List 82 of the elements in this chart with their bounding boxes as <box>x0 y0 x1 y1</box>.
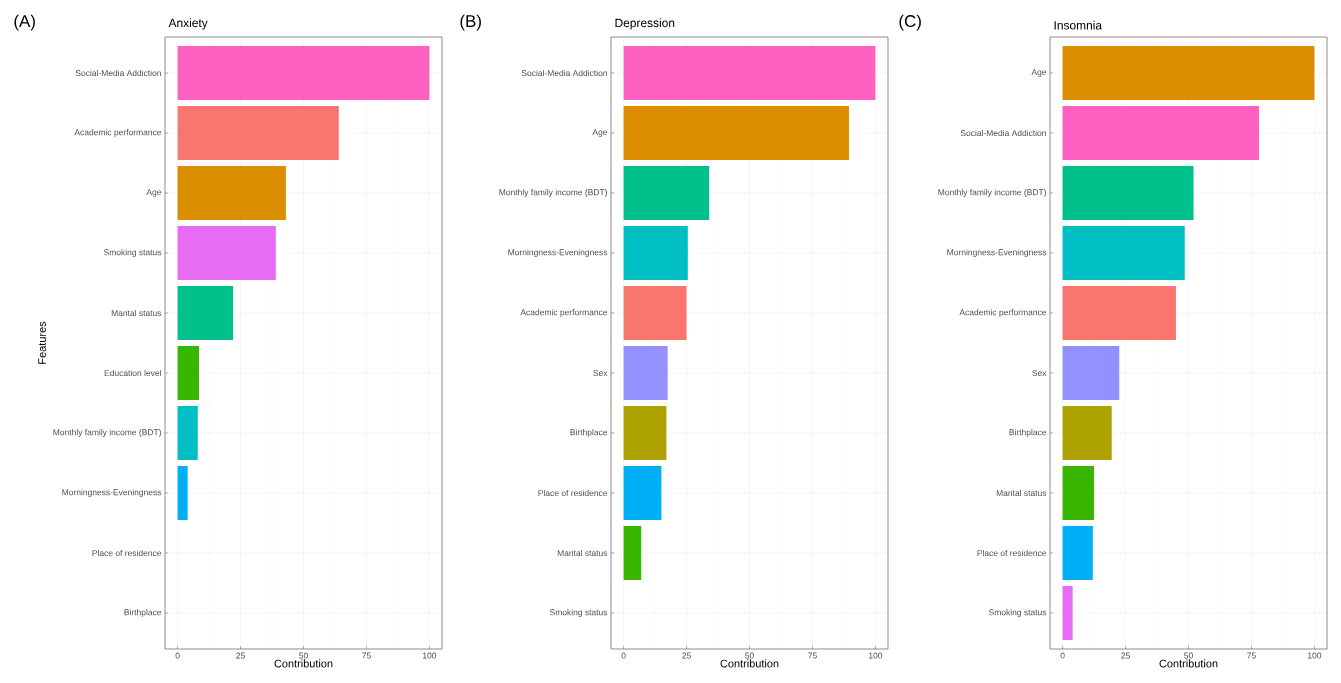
bar <box>1062 106 1260 160</box>
bar <box>623 466 662 520</box>
bar <box>177 106 339 160</box>
x-axis-title: Contribution <box>274 659 333 668</box>
x-tick-label: 25 <box>236 652 245 659</box>
y-tick-label: Monthly family income (BDT) <box>53 429 161 437</box>
y-tick-label: Birthplace <box>570 429 608 437</box>
y-tick-label: Social-Media Addiction <box>960 129 1046 137</box>
y-tick-label: Morningness-Eveningness <box>62 489 162 497</box>
y-tick-label: Age <box>592 129 608 137</box>
y-tick-label: Monthly family income (BDT) <box>499 189 607 197</box>
x-tick-label: 50 <box>1184 652 1193 659</box>
y-tick-label: Sex <box>1032 370 1047 376</box>
bar <box>177 406 198 460</box>
bar <box>177 166 286 220</box>
text: (B) <box>460 14 481 31</box>
bar <box>1062 166 1194 220</box>
bar <box>177 286 233 340</box>
bar <box>1062 466 1095 520</box>
x-axis-title: Contribution <box>720 659 779 668</box>
y-tick-label: Marital status <box>111 309 162 317</box>
bar <box>1062 286 1176 340</box>
text: (A) <box>14 14 35 31</box>
y-tick-label: Place of residence <box>538 489 608 497</box>
bar <box>623 106 849 160</box>
y-tick-label: Education level <box>104 369 161 377</box>
x-tick-label: 0 <box>175 652 180 659</box>
y-tick-label: Marital status <box>557 549 608 557</box>
x-tick-label: 75 <box>1247 652 1256 659</box>
x-tick-label: 100 <box>868 652 883 659</box>
chart-title: Anxiety <box>168 18 208 30</box>
bar <box>177 346 199 400</box>
bar <box>623 406 667 460</box>
x-tick-label: 75 <box>362 652 371 659</box>
x-tick-label: 100 <box>1308 652 1322 659</box>
y-tick-label: Morningness-Eveningness <box>508 249 608 257</box>
y-tick-label: Monthly family income (BDT) <box>938 189 1046 197</box>
bar <box>1062 586 1073 641</box>
y-tick-label: Academic performance <box>520 309 608 317</box>
y-tick-label: Academic performance <box>74 129 162 137</box>
x-tick-label: 50 <box>745 652 754 659</box>
y-tick-label: Smoking status <box>103 249 162 257</box>
x-tick-label: 25 <box>1121 652 1130 659</box>
y-tick-label: Marital status <box>996 489 1047 497</box>
x-tick-label: 0 <box>1060 652 1065 659</box>
x-tick-label: 100 <box>422 652 437 659</box>
chart-title: Insomnia <box>1054 20 1103 30</box>
bar <box>1062 406 1112 460</box>
y-tick-label: Morningness-Eveningness <box>947 249 1047 257</box>
y-tick-label: Academic performance <box>959 309 1047 317</box>
x-tick-label: 25 <box>682 652 691 659</box>
y-axis-title: Features <box>38 321 46 364</box>
y-tick-label: Social-Media Addiction <box>75 69 161 77</box>
bar <box>1062 526 1093 581</box>
y-tick-label: Sex <box>593 370 608 376</box>
bar <box>1062 226 1185 280</box>
bar <box>177 226 276 280</box>
y-tick-label: Birthplace <box>124 609 162 617</box>
x-tick-label: 0 <box>621 652 626 659</box>
bar <box>1062 346 1120 400</box>
bar <box>177 466 188 520</box>
text: (C) <box>899 14 921 31</box>
bar <box>623 526 642 581</box>
bar <box>623 226 688 280</box>
y-tick-label: Age <box>1031 69 1047 77</box>
chart-title: Depression <box>615 18 675 30</box>
bar <box>177 46 430 100</box>
bar <box>623 166 710 220</box>
y-tick-label: Place of residence <box>92 549 162 557</box>
x-axis-title: Contribution <box>1159 659 1218 668</box>
y-tick-label: Place of residence <box>977 549 1047 557</box>
bar <box>1062 46 1315 100</box>
x-tick-label: 75 <box>808 652 817 659</box>
bar <box>623 46 876 100</box>
y-tick-label: Social-Media Addiction <box>521 69 607 77</box>
y-tick-label: Age <box>146 189 162 197</box>
y-tick-label: Smoking status <box>988 609 1047 617</box>
bar <box>623 286 687 340</box>
x-tick-label: 50 <box>299 652 308 659</box>
y-tick-label: Smoking status <box>549 609 608 617</box>
bar <box>623 346 668 400</box>
y-tick-label: Birthplace <box>1009 429 1047 437</box>
